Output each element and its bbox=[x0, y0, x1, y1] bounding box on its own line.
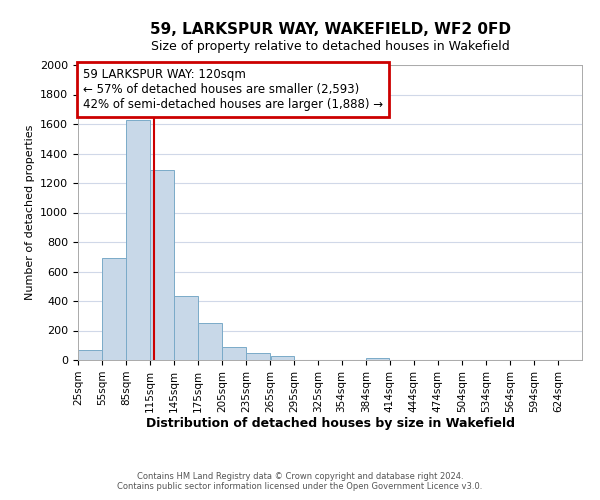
Y-axis label: Number of detached properties: Number of detached properties bbox=[25, 125, 35, 300]
Bar bbox=[102, 258, 126, 360]
Bar bbox=[223, 346, 246, 360]
Bar bbox=[78, 350, 102, 360]
Bar bbox=[247, 352, 270, 360]
Text: 59 LARKSPUR WAY: 120sqm
← 57% of detached houses are smaller (2,593)
42% of semi: 59 LARKSPUR WAY: 120sqm ← 57% of detache… bbox=[83, 68, 383, 111]
Bar bbox=[175, 296, 198, 360]
Bar bbox=[271, 356, 294, 360]
Bar bbox=[126, 120, 150, 360]
Bar bbox=[366, 358, 389, 360]
Text: Contains HM Land Registry data © Crown copyright and database right 2024.: Contains HM Land Registry data © Crown c… bbox=[137, 472, 463, 481]
Text: Contains public sector information licensed under the Open Government Licence v3: Contains public sector information licen… bbox=[118, 482, 482, 491]
Text: Size of property relative to detached houses in Wakefield: Size of property relative to detached ho… bbox=[151, 40, 509, 53]
X-axis label: Distribution of detached houses by size in Wakefield: Distribution of detached houses by size … bbox=[146, 418, 515, 430]
Bar bbox=[151, 170, 174, 360]
Bar bbox=[199, 323, 222, 360]
Text: 59, LARKSPUR WAY, WAKEFIELD, WF2 0FD: 59, LARKSPUR WAY, WAKEFIELD, WF2 0FD bbox=[149, 22, 511, 38]
